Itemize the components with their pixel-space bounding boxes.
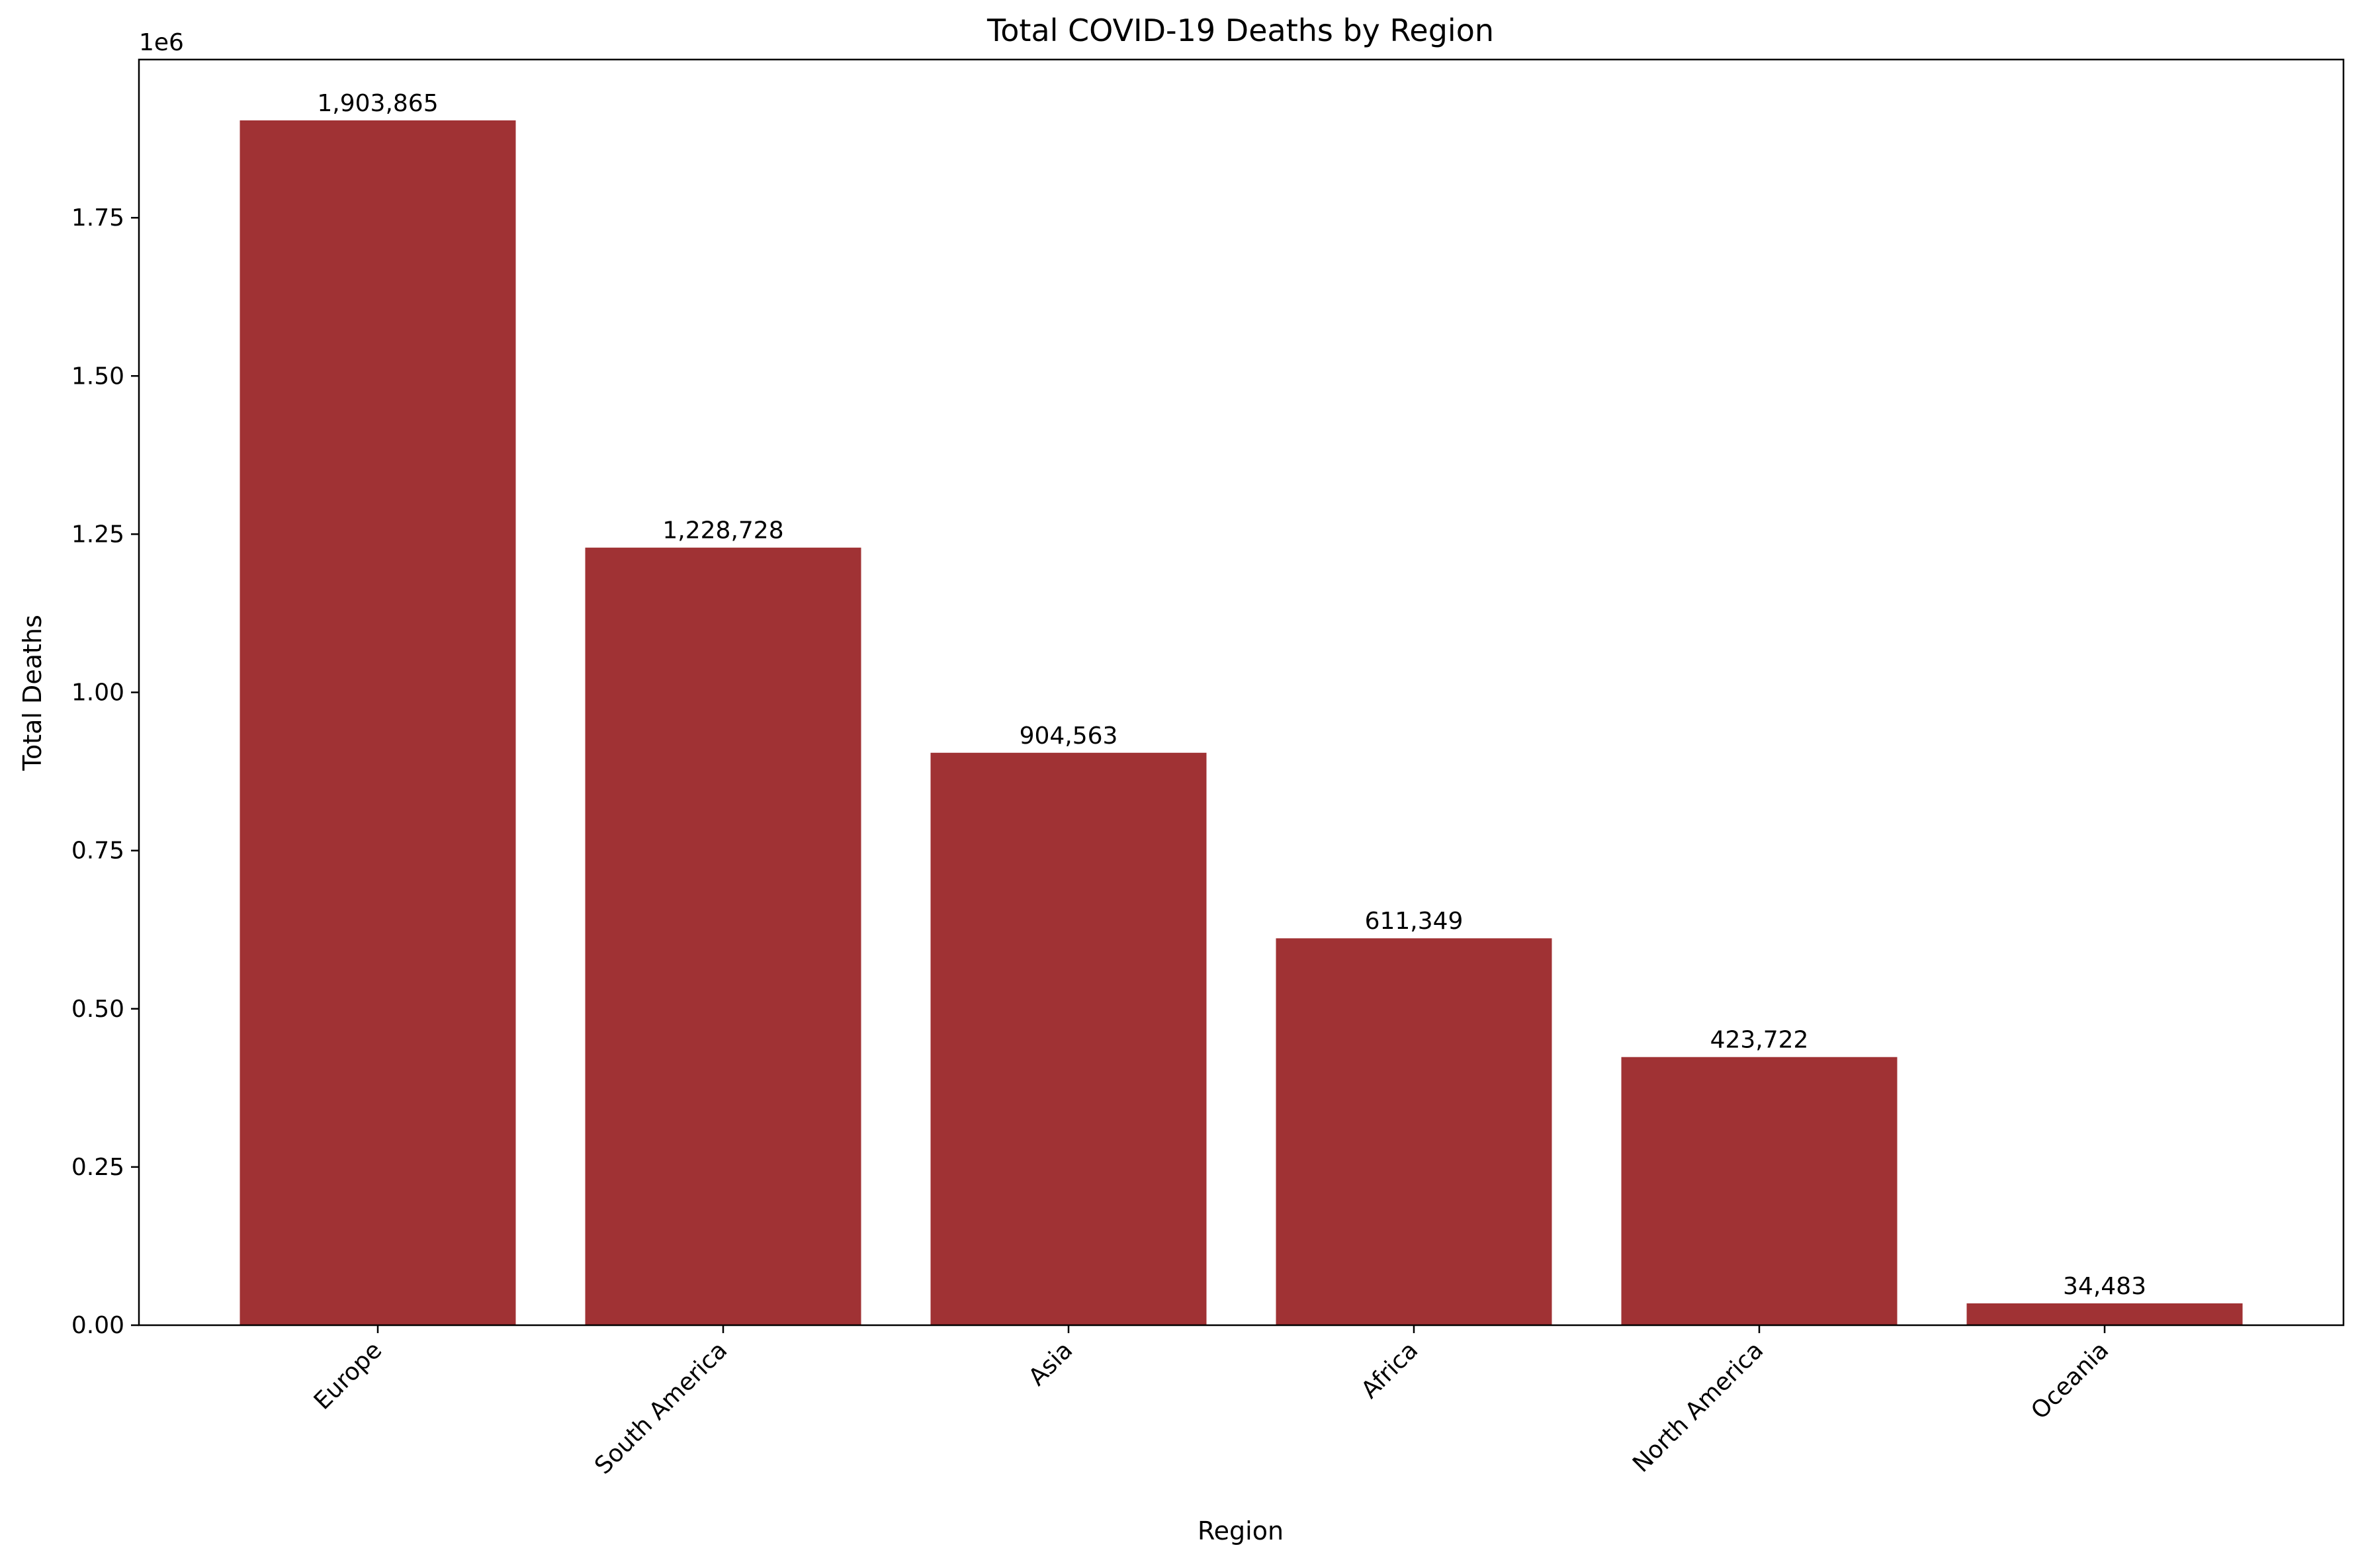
bar-south-america [585,547,861,1325]
y-axis-offset-label: 1e6 [139,29,184,56]
data-label: 1,903,865 [317,90,438,117]
x-axis-label: Region [1198,1516,1284,1546]
bar-africa [1276,938,1552,1325]
y-axis-ticks: 0.00 0.25 0.50 0.75 1.00 1.25 1.50 1.75 [71,204,139,1339]
chart-title: Total COVID-19 Deaths by Region [986,13,1494,48]
data-label: 34,483 [2063,1273,2146,1300]
y-tick-label: 1.75 [71,204,124,232]
data-label: 423,722 [1710,1027,1809,1054]
data-label: 904,563 [1020,722,1118,750]
bars-group [240,120,2243,1325]
y-tick-label: 0.50 [71,996,124,1023]
bar-oceania [1966,1303,2243,1325]
bar-north-america [1621,1057,1898,1325]
y-tick-label: 1.25 [71,521,124,548]
plot-frame [138,58,2345,1327]
data-label: 611,349 [1365,908,1464,935]
data-label: 1,228,728 [662,517,783,544]
y-tick-label: 1.50 [71,363,124,390]
y-tick-label: 0.25 [71,1154,124,1181]
y-tick-label: 0.75 [71,838,124,865]
y-tick-label: 0.00 [71,1312,124,1339]
bar-asia [930,752,1207,1325]
data-labels-group: 1,903,865 1,228,728 904,563 611,349 423,722 3… [317,90,2146,1300]
y-axis-label: Total Deaths [18,615,47,771]
bar-europe [240,120,516,1325]
y-tick-label: 1.00 [71,679,124,707]
